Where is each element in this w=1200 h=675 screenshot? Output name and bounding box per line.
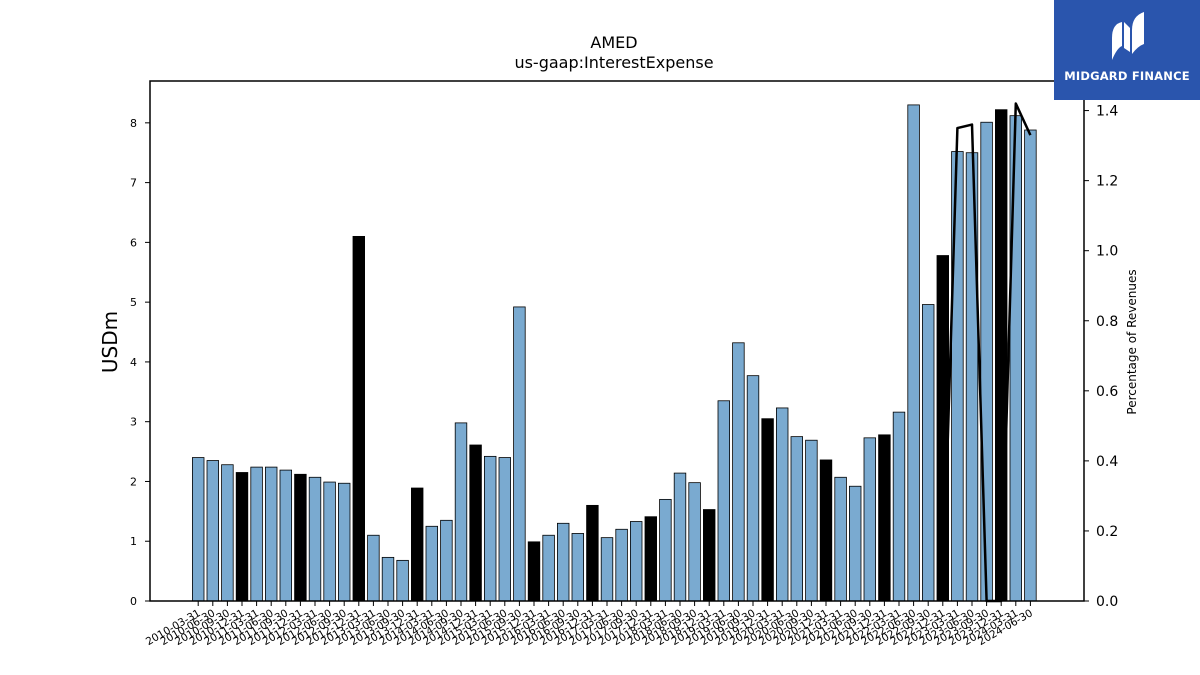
y-tick-label: 1 [130, 535, 137, 548]
y-tick-label: 3 [130, 416, 137, 429]
y-tick-label: 6 [130, 236, 137, 249]
bar [294, 473, 307, 602]
bar [834, 476, 847, 602]
bar [776, 407, 789, 602]
bars-group [191, 104, 1037, 602]
bar [819, 459, 833, 602]
bar [600, 537, 614, 602]
bar [863, 437, 877, 602]
bar [659, 498, 672, 602]
y2-tick-label: 0.8 [1096, 314, 1118, 330]
y-tick-label: 0 [130, 595, 137, 608]
bar [191, 457, 205, 602]
y2-tick-label: 1.4 [1096, 104, 1118, 120]
y-tick-label: 8 [130, 117, 137, 130]
bar [849, 485, 862, 602]
y-axis: 0 1 2 3 4 5 6 7 8 [130, 117, 150, 608]
y2-tick-label: 1.0 [1096, 244, 1118, 260]
bar [250, 466, 263, 602]
bar [1009, 115, 1023, 602]
bar [440, 519, 453, 602]
midgard-logo-icon [1112, 12, 1144, 60]
bar [454, 422, 468, 602]
bar [571, 533, 585, 602]
bar [878, 434, 891, 602]
x-axis: 2010-03-312010-06-302010-09-302010-12-31… [144, 601, 1035, 648]
bar [367, 534, 380, 602]
bar [337, 482, 351, 602]
y-tick-label: 7 [130, 177, 137, 190]
chart-title: AMED [590, 33, 637, 52]
bar [688, 482, 701, 602]
bar [790, 436, 804, 602]
bar [630, 521, 643, 602]
bar [980, 121, 993, 602]
bar [206, 460, 220, 602]
y-tick-label: 2 [130, 475, 137, 488]
bar [717, 400, 731, 602]
brand-logo: MIDGARD FINANCE [1054, 0, 1200, 100]
plot-frame [149, 80, 1085, 602]
bar [615, 528, 628, 602]
bar [542, 534, 555, 602]
bar [279, 469, 293, 602]
bar [425, 525, 439, 602]
brand-name: MIDGARD FINANCE [1064, 69, 1190, 83]
bar [557, 522, 570, 602]
bar [235, 472, 249, 602]
bar [746, 375, 760, 602]
y2-axis: 0.0 0.2 0.4 0.6 0.8 1.0 1.2 1.4 [1084, 104, 1118, 610]
y-axis-label: USDm [98, 311, 122, 373]
bar [527, 541, 541, 602]
bar [410, 487, 424, 602]
bar [396, 559, 409, 602]
bar [381, 556, 395, 602]
bar [498, 457, 512, 602]
bar [513, 306, 526, 602]
bar [805, 439, 818, 602]
bar [264, 466, 278, 602]
y2-tick-label: 0.6 [1096, 384, 1118, 400]
y2-tick-label: 0.2 [1096, 524, 1118, 540]
y2-tick-label: 0.4 [1096, 454, 1118, 470]
y2-tick-label: 1.2 [1096, 174, 1118, 190]
bar [951, 151, 964, 602]
bar [761, 418, 774, 602]
bar [922, 304, 935, 602]
bar [323, 481, 336, 602]
bar [673, 472, 687, 602]
bar [1024, 129, 1037, 602]
bar [732, 342, 745, 602]
bar [644, 516, 658, 602]
bar [221, 464, 234, 602]
bar [352, 235, 366, 602]
y-tick-label: 4 [130, 356, 137, 369]
bar [703, 509, 716, 602]
bar [907, 104, 920, 602]
bar [892, 411, 906, 602]
bar [936, 255, 950, 602]
bar [308, 476, 322, 602]
bar [995, 109, 1008, 602]
y2-axis-label: Percentage of Revenues [1125, 269, 1139, 414]
y2-tick-label: 0.0 [1096, 594, 1118, 610]
y-tick-label: 5 [130, 296, 137, 309]
bar [586, 504, 599, 602]
bar [469, 444, 482, 602]
chart-subtitle: us-gaap:InterestExpense [514, 53, 713, 72]
bar [483, 455, 497, 602]
